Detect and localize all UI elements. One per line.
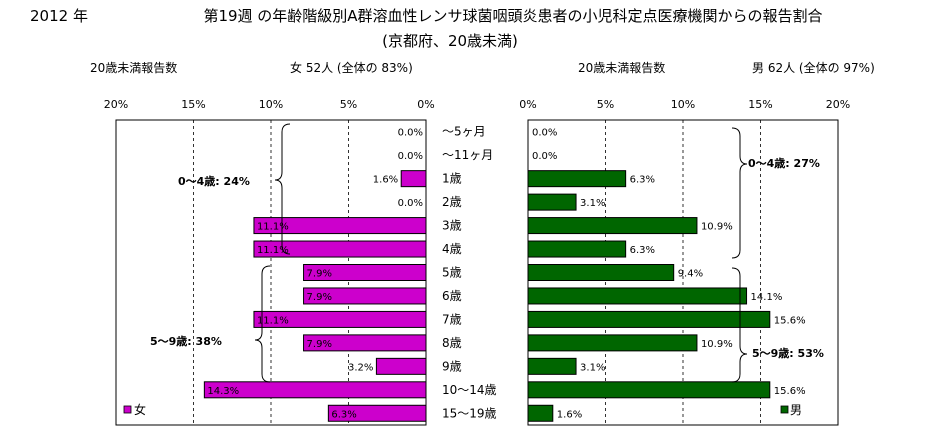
right-value-labels: 0.0% 0.0% 6.3% 3.1% 10.9% 6.3% 9.4% 14.1% 15.6% 1… [532, 128, 806, 421]
left-value-label: 7.9% [307, 269, 332, 280]
left-value-label: 3.2% [348, 362, 373, 373]
left-tick-label: 5% [340, 98, 357, 111]
legend-female-label: 女 [134, 402, 146, 417]
left-bracket-label-0-4: 0〜4歳: 24% [178, 174, 250, 188]
right-value-label: 1.6% [557, 409, 582, 420]
left-value-label: 0.0% [398, 128, 423, 139]
left-value-label: 7.9% [307, 339, 332, 350]
right-value-label: 15.6% [774, 315, 806, 326]
year-label: 2012 年 [30, 7, 88, 25]
left-tick-label: 10% [259, 98, 283, 111]
left-tick-label: 15% [181, 98, 205, 111]
left-value-labels: 0.0% 0.0% 1.6% 0.0% 11.1% 11.1% 7.9% 7.9% 11.1% 7… [207, 128, 423, 421]
category-label: 9歳 [442, 359, 462, 373]
left-bracket-0-4 [274, 123, 291, 255]
left-tick-label: 0% [417, 98, 434, 111]
right-tick-label: 5% [597, 98, 614, 111]
left-bracket-5-9 [254, 265, 271, 383]
right-bar [527, 404, 554, 422]
legend-male-label: 男 [790, 403, 802, 417]
left-value-label: 0.0% [398, 151, 423, 162]
right-value-label: 3.1% [580, 362, 605, 373]
left-value-label: 14.3% [207, 386, 239, 397]
left-bar [303, 334, 427, 352]
right-bracket-label-5-9: 5〜9歳: 53% [752, 346, 824, 360]
legend-female-swatch [123, 405, 132, 414]
left-bars [203, 170, 427, 422]
right-value-label: 10.9% [701, 339, 733, 350]
right-tick-labels: 0% 5% 10% 15% 20% [519, 98, 850, 111]
left-bar [303, 287, 427, 305]
category-label: 8歳 [442, 336, 462, 350]
category-label: 〜5ヶ月 [442, 125, 486, 139]
right-tick-label: 0% [519, 98, 536, 111]
left-value-label: 7.9% [307, 292, 332, 303]
right-value-label: 9.4% [678, 269, 703, 280]
left-bar [400, 170, 427, 188]
left-value-label: 6.3% [331, 409, 356, 420]
left-bar [203, 381, 427, 399]
chart-title-line1: 第19週 の年齢階級別A群溶血性レンサ球菌咽頭炎患者の小児科定点医療機関からの報… [203, 7, 822, 25]
right-bracket-0-4 [731, 127, 748, 259]
right-bracket-5-9 [731, 267, 748, 383]
right-value-label: 3.1% [580, 198, 605, 209]
left-bar [327, 404, 427, 422]
left-value-label: 11.1% [257, 315, 289, 326]
left-bar [253, 310, 427, 328]
left-tick-label: 20% [104, 98, 128, 111]
right-tick-label: 20% [826, 98, 850, 111]
left-bar [253, 217, 427, 235]
right-bar [527, 287, 748, 305]
category-label: 7歳 [442, 312, 462, 326]
right-summary: 男 62人 (全体の 97%) [752, 60, 875, 75]
category-label: 5歳 [442, 266, 462, 280]
right-tick-label: 15% [748, 98, 772, 111]
left-bar [375, 357, 427, 375]
right-bar [527, 381, 771, 399]
left-summary: 女 52人 (全体の 83%) [290, 60, 413, 75]
left-value-label: 0.0% [398, 198, 423, 209]
right-value-label: 0.0% [532, 151, 557, 162]
right-bar [527, 193, 577, 211]
right-bar [527, 334, 698, 352]
left-value-label: 11.1% [257, 222, 289, 233]
category-label: 10〜14歳 [442, 383, 497, 397]
left-value-label: 11.1% [257, 245, 289, 256]
category-label: 1歳 [442, 172, 462, 186]
category-label: 6歳 [442, 289, 462, 303]
right-bar [527, 310, 771, 328]
category-label: 15〜19歳 [442, 406, 497, 420]
left-bar [303, 264, 427, 281]
category-labels: 〜5ヶ月〜11ヶ月 1歳 2歳 3歳 4歳 5歳 6歳 7歳 8歳 9歳 10〜14歳 15〜19歳 [442, 125, 497, 421]
category-label: 4歳 [442, 242, 462, 256]
right-value-label: 6.3% [630, 245, 655, 256]
category-label: 〜11ヶ月 [442, 148, 493, 162]
right-value-label: 0.0% [532, 128, 557, 139]
left-bracket-label-5-9: 5〜9歳: 38% [150, 334, 222, 348]
right-value-label: 14.1% [751, 292, 783, 303]
right-bars [527, 170, 771, 422]
legend-male-swatch [780, 405, 789, 414]
right-bar [527, 357, 577, 375]
right-value-label: 6.3% [630, 175, 655, 186]
right-bar [527, 240, 627, 258]
right-bar [527, 217, 698, 235]
right-caption: 20歳未満報告数 [578, 60, 665, 75]
left-tick-labels: 20% 15% 10% 5% 0% [104, 98, 435, 111]
right-bar [527, 264, 675, 281]
left-caption: 20歳未満報告数 [90, 60, 177, 75]
right-value-label: 10.9% [701, 222, 733, 233]
right-bar [527, 170, 627, 188]
category-label: 3歳 [442, 219, 462, 233]
category-label: 2歳 [442, 195, 462, 209]
right-value-label: 15.6% [774, 386, 806, 397]
right-tick-label: 10% [671, 98, 695, 111]
left-value-label: 1.6% [373, 175, 398, 186]
right-bracket-label-0-4: 0〜4歳: 27% [748, 156, 820, 170]
chart-title-line2: (京都府、20歳未満) [382, 32, 518, 50]
left-bar [253, 240, 427, 258]
